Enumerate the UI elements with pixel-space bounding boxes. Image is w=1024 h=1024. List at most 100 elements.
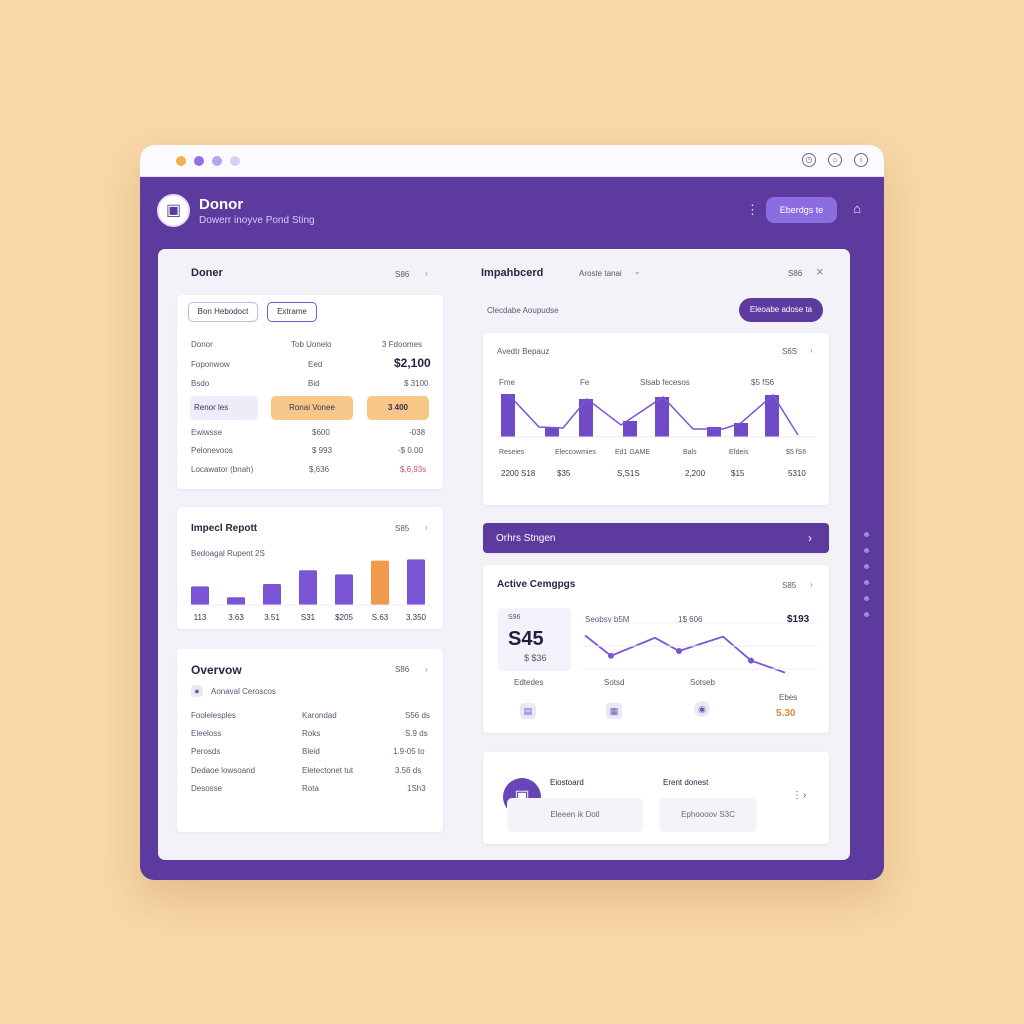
- board-label-6: $5 fS6: [786, 449, 806, 456]
- overview-menu[interactable]: S86: [395, 665, 410, 674]
- impact-board-button[interactable]: Eleoabe adose ta: [739, 298, 823, 322]
- form-label-two: Erent donest: [663, 778, 709, 787]
- chevron-icon[interactable]: ›: [810, 346, 813, 355]
- impact-bar-chart: 113 3.63 3.51 S31 $205 S.63 3.350: [189, 559, 431, 622]
- impact-board-menu[interactable]: S86: [788, 269, 803, 278]
- info-icon[interactable]: i: [854, 153, 868, 167]
- impact-board-chart-menu[interactable]: S6S: [782, 347, 798, 356]
- impact-bar-label-5: $205: [335, 613, 353, 622]
- home-icon[interactable]: ⌂: [853, 201, 861, 216]
- board-tag-1: Fme: [499, 378, 516, 387]
- board-bar-2: [545, 427, 559, 437]
- overview-row-3-mid: Bleid: [302, 747, 320, 756]
- active-campaigns-card: Active Cemgpgs S85 › S96 S45 $ $36 Seobs…: [483, 565, 829, 733]
- overview-row-5-value: 1Sh3: [407, 784, 426, 793]
- donor-row-3-name-cell[interactable]: Renor les: [190, 396, 258, 420]
- chevron-icon[interactable]: ›: [425, 269, 428, 278]
- campaign-point-1: [608, 652, 614, 659]
- form-input-one[interactable]: Eleeen ik Dotl: [507, 798, 643, 832]
- campaign-label-3: Sotseb: [690, 678, 715, 687]
- donor-card-menu[interactable]: S86: [395, 270, 410, 279]
- calendar-icon[interactable]: ▦: [606, 703, 622, 719]
- board-value-5: $15: [731, 469, 745, 478]
- overview-row-5-name: Desosse: [191, 784, 223, 793]
- document-icon[interactable]: ▤: [520, 703, 536, 719]
- window-dot-light[interactable]: [230, 156, 240, 166]
- chevron-icon[interactable]: ›: [425, 665, 428, 674]
- campaign-label-2: Sotsd: [604, 678, 625, 687]
- side-dot-1[interactable]: [864, 532, 869, 537]
- overview-row-3-value: 1.9-05 to: [393, 747, 425, 756]
- status-bar[interactable]: Orhrs Stngen ›: [483, 523, 829, 553]
- side-dot-3[interactable]: [864, 564, 869, 569]
- donor-tab-primary[interactable]: Bon Hebodoct: [188, 302, 258, 322]
- donor-row-1-value: $2,100: [394, 356, 431, 370]
- impact-bar-label-1: 113: [194, 613, 207, 622]
- side-dot-2[interactable]: [864, 548, 869, 553]
- donor-row-6-mid: $,636: [309, 465, 330, 474]
- impact-bar-1: [191, 586, 209, 605]
- board-bar-5: [655, 397, 669, 437]
- title-bar: ◷ ⌂ i: [140, 145, 884, 177]
- side-dot-6[interactable]: [864, 612, 869, 617]
- status-bar-label: Orhrs Stngen: [496, 533, 556, 544]
- side-dot-5[interactable]: [864, 596, 869, 601]
- globe-icon[interactable]: ◉: [694, 701, 710, 717]
- donor-row-3-mid-cell[interactable]: Ronai Vonee: [271, 396, 353, 420]
- donor-card: Doner S86 › Bon Hebodoct Extrame Donor T…: [177, 267, 443, 489]
- form-input-two[interactable]: Ephoooov S3C: [659, 798, 757, 832]
- clock-icon[interactable]: ◷: [802, 153, 816, 167]
- board-value-4: 2,200: [685, 469, 706, 478]
- impact-bar-3: [263, 584, 281, 605]
- status-bar-action[interactable]: ›: [808, 531, 812, 545]
- campaign-sub-value: $ $36: [524, 653, 547, 663]
- active-campaigns-menu[interactable]: S85: [782, 581, 797, 590]
- header-action-button[interactable]: Eberdgs te: [766, 197, 837, 223]
- window-dot-orange[interactable]: [176, 156, 186, 166]
- board-bar-6: [707, 427, 721, 437]
- overview-row-2-mid: Roks: [302, 729, 321, 738]
- board-label-1: Reseies: [499, 449, 525, 456]
- kebab-icon[interactable]: ⋮: [792, 790, 802, 801]
- app-logo-icon: ▣: [157, 194, 190, 227]
- dashboard-content: Doner S86 › Bon Hebodoct Extrame Donor T…: [158, 249, 850, 860]
- close-icon[interactable]: ×: [816, 264, 824, 279]
- impact-report-title: Impecl Repott: [191, 523, 258, 534]
- board-tag-2: Fe: [580, 378, 590, 387]
- campaign-footer-value: 5.30: [776, 708, 796, 719]
- impact-bar-2: [227, 597, 245, 605]
- impact-report-menu[interactable]: S85: [395, 524, 410, 533]
- window-dot-purple[interactable]: [194, 156, 204, 166]
- notification-icon[interactable]: ⌂: [828, 153, 842, 167]
- overview-row-2-name: Eleeloss: [191, 729, 222, 738]
- board-tag-3: Slsab fecesos: [640, 378, 690, 387]
- donor-row-5-mid: $ 993: [312, 446, 333, 455]
- overview-row-1-name: Foolelesples: [191, 711, 236, 720]
- window-dot-lavender[interactable]: [212, 156, 222, 166]
- impact-bar-label-6: S.63: [372, 613, 389, 622]
- side-dot-4[interactable]: [864, 580, 869, 585]
- donor-row-5-name: Pelonevoos: [191, 446, 233, 455]
- impact-bar-label-7: 3.350: [406, 613, 427, 622]
- overview-row-4-name: Dedaoe lowsoand: [191, 766, 256, 775]
- chevron-icon[interactable]: ›: [803, 790, 807, 801]
- kebab-icon[interactable]: ⋮: [746, 202, 759, 217]
- chevron-icon[interactable]: ›: [425, 523, 428, 532]
- impact-bar-5: [335, 574, 353, 605]
- campaign-series-label: Seobsy b5M: [585, 615, 630, 624]
- donor-row-2-name: Bsdo: [191, 379, 210, 388]
- chevron-icon[interactable]: ›: [810, 580, 813, 589]
- impact-board-chart-card: Avedtr Bepauz S6S › Fme Fe Slsab fecesos $5…: [483, 333, 829, 505]
- donor-row-4-mid: $600: [312, 428, 330, 437]
- donor-tab-secondary[interactable]: Extrame: [267, 302, 317, 322]
- impact-board-filter[interactable]: Aroste tanai: [579, 269, 622, 278]
- impact-board-title: Impahbcerd: [481, 267, 544, 279]
- campaign-right-value: $193: [787, 614, 810, 625]
- campaign-highlight-card[interactable]: S96 S45 $ $36: [498, 608, 571, 671]
- donor-row-6-name: Locawator (bnah): [191, 465, 254, 474]
- overview-legend-icon: ●: [191, 685, 203, 697]
- impact-bar-label-4: S31: [301, 613, 316, 622]
- donor-row-3-value-cell[interactable]: 3 400: [367, 396, 429, 420]
- impact-report-subtitle: Bedoagal Rupent 2S: [191, 549, 265, 558]
- chevron-down-icon[interactable]: ⌄: [634, 267, 641, 276]
